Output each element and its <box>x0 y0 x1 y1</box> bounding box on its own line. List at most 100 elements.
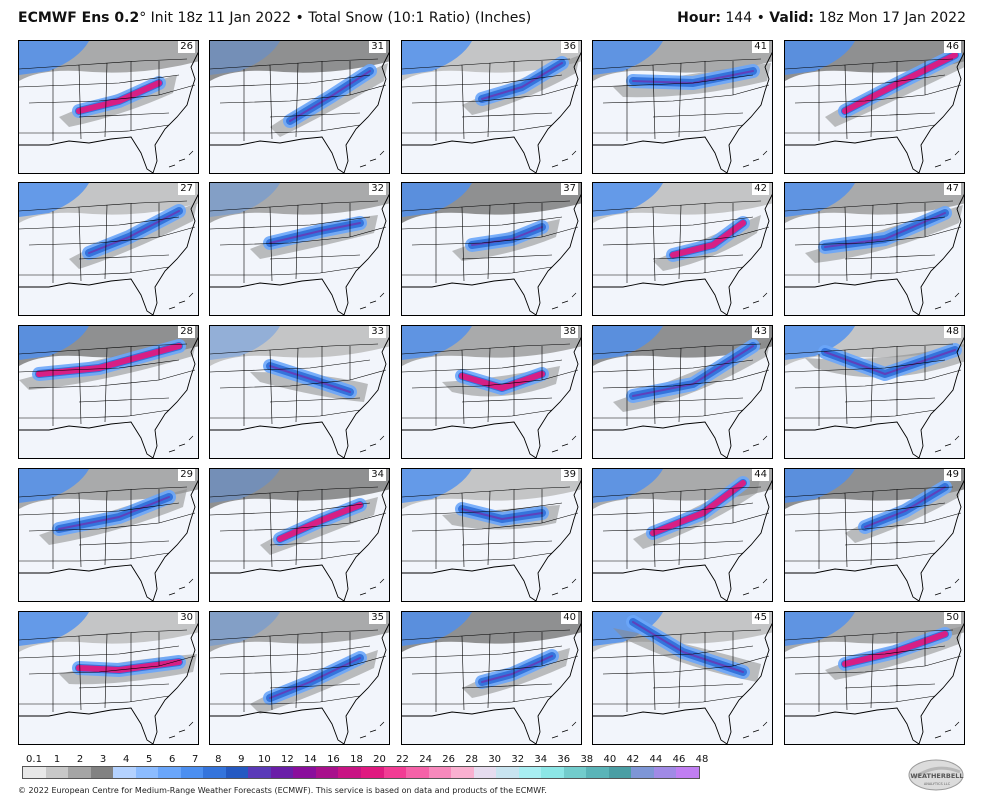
band-heavy <box>481 655 553 683</box>
northern-snow-area <box>210 612 280 646</box>
coastline <box>19 336 198 458</box>
member-number: 34 <box>369 469 386 481</box>
northern-snow-area <box>593 469 663 503</box>
legend-tick-label: 20 <box>373 754 386 765</box>
legend-tick-label: 36 <box>557 754 571 765</box>
state-borders <box>593 200 770 283</box>
snow-map <box>593 183 772 315</box>
coastline <box>402 622 581 744</box>
coastline <box>210 479 389 601</box>
state-borders <box>19 629 196 712</box>
florida-keys <box>742 578 768 596</box>
member-panel: 49 <box>784 468 965 602</box>
coastline <box>593 193 772 315</box>
logo-brand: WEATHERBELL <box>910 772 963 780</box>
member-panel: 32 <box>209 182 390 316</box>
northern-snow-area <box>19 612 89 646</box>
member-number: 37 <box>561 183 578 195</box>
florida-keys <box>359 578 385 596</box>
member-number: 35 <box>369 612 386 624</box>
hour-value: 144 <box>725 10 753 26</box>
legend-swatch <box>90 767 114 778</box>
member-panel: 39 <box>401 468 582 602</box>
northern-snow-area <box>402 41 472 75</box>
state-borders <box>210 343 387 426</box>
member-number: 28 <box>178 326 195 338</box>
legend-swatch <box>541 767 564 778</box>
snow-map <box>19 326 198 458</box>
band-heavy <box>269 222 361 244</box>
legend-swatch <box>113 767 136 778</box>
separator-bullet: • <box>756 10 765 26</box>
header-title: ECMWF Ens 0.2° Init 18z 11 Jan 2022 • To… <box>18 10 531 26</box>
legend-swatch <box>383 767 407 778</box>
snow-map <box>402 41 581 173</box>
member-number: 30 <box>178 612 195 624</box>
legend-swatch <box>248 767 271 778</box>
coastline <box>210 193 389 315</box>
member-number: 46 <box>944 41 961 53</box>
coastline <box>785 51 964 173</box>
state-borders <box>593 343 770 426</box>
legend-tick-label: 8 <box>215 754 222 765</box>
legend-swatch <box>653 767 677 778</box>
florida-keys <box>551 721 577 739</box>
florida-keys <box>551 578 577 596</box>
legend-swatch <box>225 767 249 778</box>
northern-snow-area <box>19 326 89 360</box>
coastline <box>593 479 772 601</box>
coastline <box>593 336 772 458</box>
florida-keys <box>742 150 768 168</box>
legend-swatch <box>360 767 384 778</box>
member-panel: 47 <box>784 182 965 316</box>
legend-tick-label: 16 <box>327 754 340 765</box>
coastline <box>402 479 581 601</box>
header-valid: Hour: 144 • Valid: 18z Mon 17 Jan 2022 <box>677 10 966 26</box>
florida-keys <box>934 150 960 168</box>
map-header: ECMWF Ens 0.2° Init 18z 11 Jan 2022 • To… <box>18 10 966 32</box>
band-heavy <box>632 621 744 673</box>
legend-tick-label: 1 <box>53 754 61 765</box>
snow-map <box>19 183 198 315</box>
legend-swatch <box>270 767 294 778</box>
northern-snow-area <box>593 41 663 75</box>
florida-keys <box>168 150 194 168</box>
state-borders <box>210 486 387 569</box>
florida-keys <box>742 292 768 310</box>
snow-map <box>785 41 964 173</box>
member-panel: 37 <box>401 182 582 316</box>
state-borders <box>19 58 196 141</box>
band-heavy <box>76 80 162 114</box>
legend-swatch <box>563 767 587 778</box>
florida-keys <box>168 435 194 453</box>
legend-swatch <box>315 767 339 778</box>
coastline <box>402 51 581 173</box>
member-panel: 42 <box>592 182 773 316</box>
member-panel: 35 <box>209 611 390 745</box>
state-borders <box>593 629 770 712</box>
florida-keys <box>551 435 577 453</box>
snow-map <box>210 183 389 315</box>
northern-snow-area <box>785 469 855 503</box>
member-panel: 30 <box>18 611 199 745</box>
state-borders <box>785 343 962 426</box>
gray-snow-area <box>210 326 389 366</box>
coastline <box>785 193 964 315</box>
florida-keys <box>742 435 768 453</box>
florida-keys <box>168 578 194 596</box>
snow-map <box>593 326 772 458</box>
snow-map <box>402 612 581 744</box>
northern-snow-area <box>210 41 280 75</box>
coastline <box>210 51 389 173</box>
florida-keys <box>168 721 194 739</box>
coastline <box>19 51 198 173</box>
northern-snow-area <box>785 326 855 360</box>
snow-map <box>402 183 581 315</box>
coastline <box>785 622 964 744</box>
member-number: 27 <box>178 183 195 195</box>
member-panel: 33 <box>209 325 390 459</box>
legend-swatch <box>45 767 69 778</box>
legend-swatch <box>676 767 699 778</box>
snow-map <box>593 612 772 744</box>
snow-map <box>402 326 581 458</box>
